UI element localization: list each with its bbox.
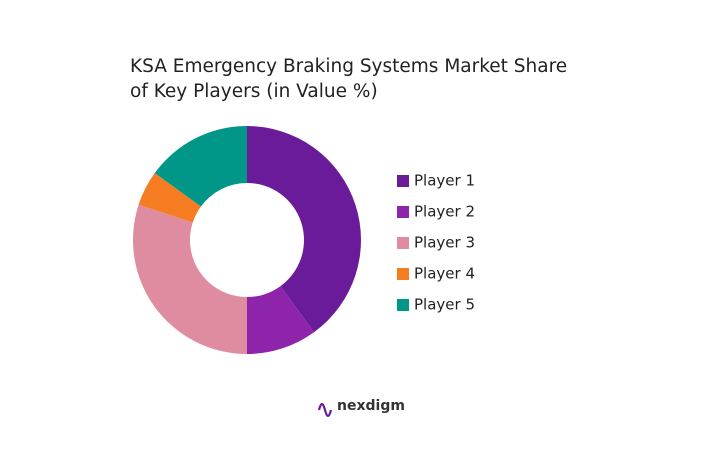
donut-slice: [154, 126, 247, 207]
logo-icon: [317, 402, 333, 418]
donut-slice: [138, 172, 201, 223]
donut-slice: [133, 204, 247, 354]
logo-text: nexdigm: [337, 398, 405, 414]
logo: nexdigm: [317, 398, 405, 418]
legend-label: Player 5: [414, 296, 475, 314]
legend-swatch: [397, 237, 409, 249]
donut-slice: [247, 286, 315, 354]
donut-slice: [247, 126, 361, 333]
chart-title: KSA Emergency Braking Systems Market Sha…: [130, 56, 568, 102]
legend-label: Player 4: [414, 265, 475, 283]
legend-swatch: [397, 268, 409, 280]
legend-swatch: [397, 299, 409, 311]
legend-label: Player 1: [414, 172, 475, 190]
legend-swatch: [397, 175, 409, 187]
legend-swatch: [397, 206, 409, 218]
legend-label: Player 3: [414, 234, 475, 252]
legend-label: Player 2: [414, 203, 475, 221]
